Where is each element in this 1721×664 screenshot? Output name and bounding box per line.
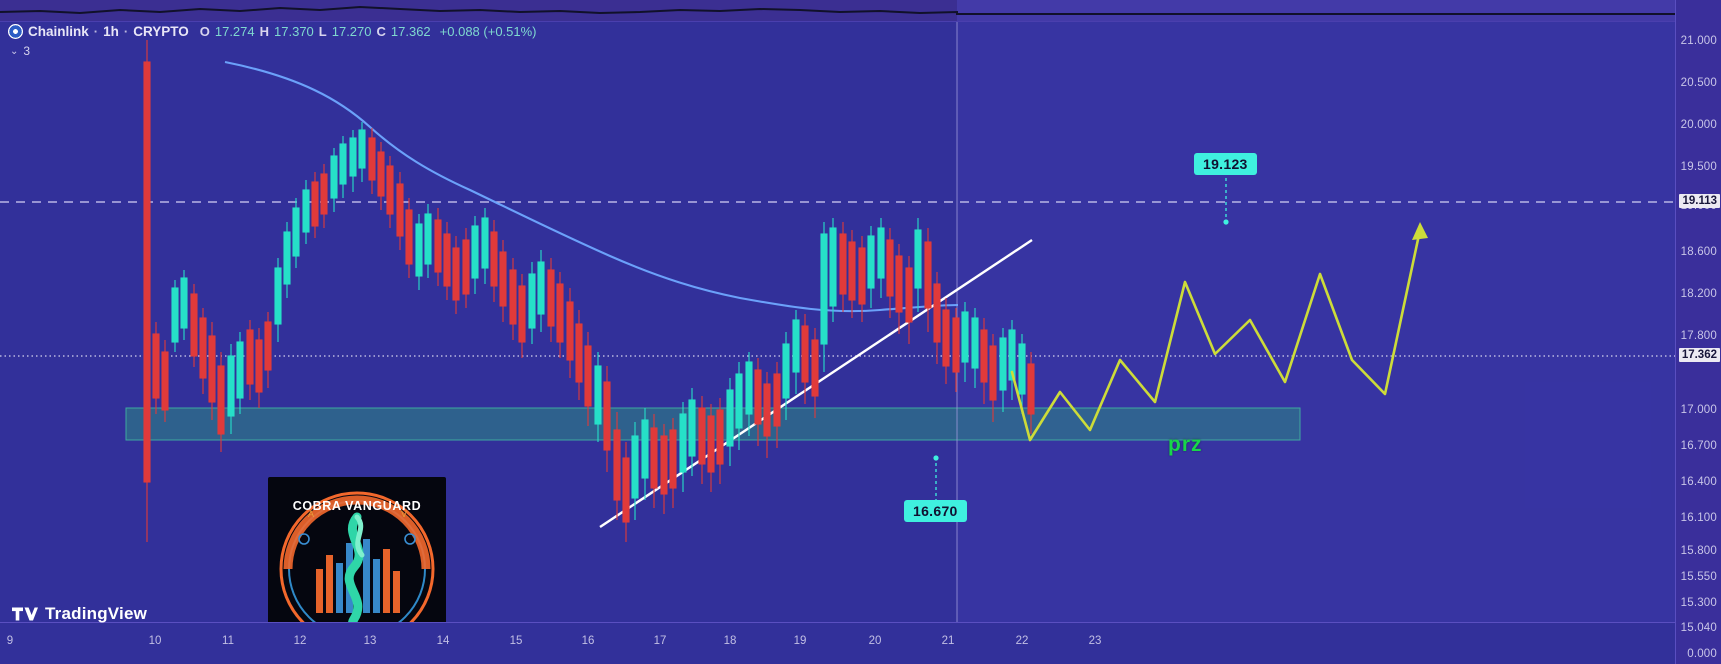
cobra-logo-art: COBRA VANGUARD A V Q · IND · P — [268, 477, 446, 622]
cobra-vanguard-logo-watermark: COBRA VANGUARD A V Q · IND · P — [268, 477, 446, 622]
price-tick: 16.100 — [1680, 512, 1717, 524]
price-tick: 15.300 — [1680, 597, 1717, 609]
date-tick: 17 — [653, 635, 667, 647]
price-tick: 15.550 — [1680, 571, 1717, 583]
indicator-count: 3 — [23, 44, 31, 58]
legend-separator-1: · — [93, 24, 99, 39]
exchange-label[interactable]: CRYPTO — [133, 24, 189, 39]
top-strip-line — [0, 0, 1675, 21]
prz-zone-label: prz — [1168, 433, 1203, 456]
date-tick: 16 — [581, 635, 595, 647]
low-key: L — [318, 24, 327, 39]
price-tick: 16.700 — [1680, 440, 1717, 452]
indicator-legend-row[interactable]: ⌄ 3 — [10, 44, 30, 58]
date-tick: 13 — [363, 635, 377, 647]
date-tick: 9 — [6, 635, 14, 647]
plot-area[interactable]: prz 19.123 16.670 COBRA VANGUARD — [0, 22, 1675, 622]
date-tick: 19 — [793, 635, 807, 647]
chainlink-icon — [8, 24, 23, 39]
chart-canvas — [0, 22, 1675, 622]
price-tick: 20.000 — [1680, 119, 1717, 131]
last-price-label[interactable]: 17.362 — [1678, 348, 1720, 362]
chart-legend[interactable]: Chainlink · 1h · CRYPTO O 17.274 H 17.37… — [8, 24, 537, 39]
date-tick: 15 — [509, 635, 523, 647]
open-value: 17.274 — [214, 24, 255, 39]
date-tick: 11 — [222, 635, 234, 647]
target-price-tag[interactable]: 19.123 — [1194, 153, 1257, 175]
future-projection-shade — [957, 22, 1675, 622]
date-tick: 18 — [723, 635, 737, 647]
date-tick: 21 — [941, 635, 955, 647]
date-tick: 20 — [868, 635, 882, 647]
close-value: 17.362 — [390, 24, 431, 39]
price-tick: 18.200 — [1680, 288, 1717, 300]
date-tick: 10 — [148, 635, 162, 647]
price-tick: 15.800 — [1680, 545, 1717, 557]
top-indicator-strip — [0, 0, 1675, 22]
legend-separator-2: · — [123, 24, 129, 39]
price-tick: 21.000 — [1680, 35, 1717, 47]
date-tick: 22 — [1015, 635, 1029, 647]
low-value: 17.270 — [331, 24, 372, 39]
chevron-down-icon[interactable]: ⌄ — [10, 45, 19, 57]
svg-text:V: V — [401, 509, 407, 519]
date-axis[interactable]: 9 10 11 12 13 14 15 16 17 18 19 20 21 22… — [0, 622, 1675, 664]
tradingview-logo-icon — [12, 607, 38, 621]
open-key: O — [199, 24, 210, 39]
price-tick: 15.040 — [1680, 622, 1717, 634]
high-value: 17.370 — [274, 24, 314, 39]
price-axis[interactable]: 21.000 20.500 20.000 19.500 19.000 18.60… — [1675, 0, 1721, 664]
price-change: +0.088 (+0.51%) — [439, 24, 537, 39]
tradingview-label: TradingView — [45, 604, 148, 623]
date-tick: 12 — [293, 635, 307, 647]
date-tick: 23 — [1088, 635, 1102, 647]
price-tick: 18.600 — [1680, 246, 1717, 258]
price-tick: 19.500 — [1680, 161, 1717, 173]
svg-text:COBRA VANGUARD: COBRA VANGUARD — [293, 499, 422, 513]
price-tick: 17.800 — [1680, 330, 1717, 342]
resistance-price-label[interactable]: 19.113 — [1679, 194, 1720, 208]
symbol-name[interactable]: Chainlink — [28, 24, 89, 39]
price-tick: 0.000 — [1687, 648, 1717, 660]
price-tick: 17.000 — [1680, 404, 1717, 416]
price-tick: 16.400 — [1680, 476, 1717, 488]
date-tick: 14 — [436, 635, 450, 647]
tradingview-watermark: TradingView — [12, 604, 147, 624]
high-key: H — [259, 24, 270, 39]
price-tick: 20.500 — [1680, 77, 1717, 89]
low-price-tag[interactable]: 16.670 — [904, 500, 967, 522]
interval-label[interactable]: 1h — [103, 24, 119, 39]
close-key: C — [376, 24, 386, 39]
svg-text:A: A — [308, 509, 314, 519]
